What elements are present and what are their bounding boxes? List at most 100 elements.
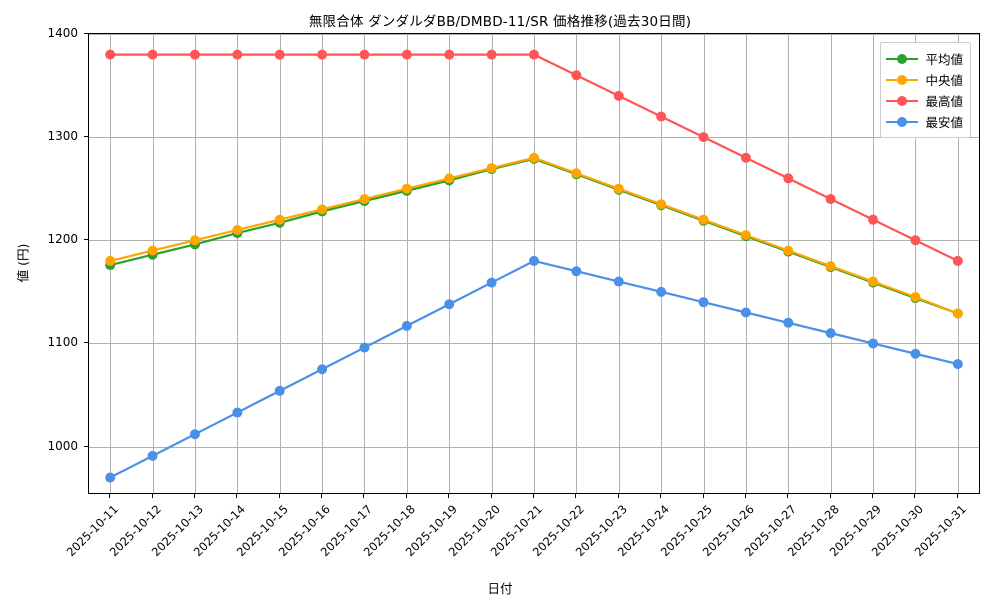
y-tick-mark [84, 239, 88, 241]
data-point [783, 245, 794, 256]
legend-swatch-icon [886, 73, 919, 87]
data-series-layer [105, 49, 963, 483]
data-point [359, 342, 370, 353]
series-line [109, 259, 959, 479]
series-中央値 [105, 152, 963, 319]
legend-swatch-icon [886, 115, 919, 129]
data-point [317, 49, 328, 60]
data-point [529, 152, 539, 163]
y-tick-label: 1400 [47, 26, 78, 40]
chart-title: 無限合体 ダンダルダBB/DMBD-11/SR 価格推移(過去30日間) [308, 14, 692, 30]
data-point [740, 307, 751, 318]
y-tick-label: 1100 [47, 335, 78, 350]
series-最安値 [105, 255, 963, 483]
x-tick-mark [151, 494, 153, 498]
data-point [147, 450, 158, 461]
x-tick-mark [405, 494, 407, 498]
legend-swatch-icon [886, 52, 919, 66]
gridline-vertical [576, 34, 578, 493]
legend-item-平均値[interactable]: 平均値 [886, 48, 963, 69]
gridline-vertical [661, 34, 663, 493]
legend-swatch-icon [886, 94, 919, 108]
x-tick-mark [575, 494, 577, 498]
gridline-vertical [322, 34, 324, 493]
data-point [825, 194, 836, 205]
data-point [868, 214, 879, 225]
data-point [868, 276, 879, 287]
data-point [698, 297, 709, 308]
data-point [740, 230, 751, 241]
legend-item-中央値[interactable]: 中央値 [886, 69, 963, 90]
legend-label: 平均値 [925, 52, 963, 67]
x-tick-mark [321, 494, 323, 498]
data-point [910, 235, 921, 246]
data-point [571, 168, 582, 179]
x-tick-mark [533, 494, 534, 498]
y-tick-label: 1000 [47, 438, 78, 453]
data-point [486, 277, 497, 288]
legend-item-最高値[interactable]: 最高値 [886, 90, 963, 111]
x-tick-mark [617, 494, 619, 498]
x-tick-mark [236, 494, 238, 498]
data-point [783, 173, 794, 184]
data-point [486, 49, 497, 60]
y-tick-mark [84, 445, 88, 447]
x-tick-mark [490, 494, 492, 498]
data-point [910, 348, 921, 359]
data-point [105, 49, 116, 60]
gridline-vertical [745, 34, 747, 493]
data-point [698, 132, 709, 143]
y-tick-label: 1300 [47, 129, 78, 144]
y-tick-mark [84, 33, 88, 34]
y-tick-label: 1200 [47, 232, 78, 247]
data-point [401, 320, 412, 331]
data-point [317, 364, 328, 375]
data-point [189, 429, 200, 440]
data-point [825, 328, 836, 339]
data-point [656, 286, 667, 297]
data-point [444, 173, 455, 184]
data-point [910, 292, 921, 303]
x-tick-mark [787, 494, 789, 498]
data-point [232, 224, 243, 235]
data-point [825, 261, 836, 272]
gridline-vertical [194, 34, 196, 493]
data-point [359, 194, 370, 205]
data-point [868, 338, 879, 349]
data-point [232, 49, 243, 60]
data-point [444, 299, 455, 310]
data-point [529, 49, 539, 60]
x-tick-mark [829, 494, 831, 498]
x-tick-mark [660, 494, 662, 498]
gridline-vertical [237, 34, 239, 493]
data-point [274, 214, 285, 225]
data-point [359, 49, 370, 60]
data-point [189, 49, 200, 60]
data-point [698, 214, 709, 225]
series-最高値 [105, 49, 963, 266]
gridline-vertical [449, 34, 451, 493]
data-point [274, 385, 285, 396]
data-point [952, 255, 963, 266]
data-point [656, 111, 667, 122]
legend-label: 最安値 [925, 115, 963, 130]
data-point [401, 183, 412, 194]
gridline-vertical [915, 34, 917, 493]
data-point [105, 255, 116, 266]
legend-item-最安値[interactable]: 最安値 [886, 111, 963, 132]
gridline-vertical [364, 34, 366, 493]
legend-label: 最高値 [925, 94, 963, 109]
x-tick-mark [702, 494, 704, 498]
data-point [656, 199, 667, 210]
data-point [613, 276, 624, 287]
data-point [274, 49, 285, 60]
gridline-vertical [873, 34, 875, 493]
x-tick-mark [278, 494, 280, 498]
x-tick-mark [363, 494, 365, 498]
x-axis-label: 日付 [487, 581, 513, 596]
data-point [317, 204, 328, 215]
x-tick-mark [448, 494, 450, 498]
data-point [740, 152, 751, 163]
data-point [189, 235, 200, 246]
